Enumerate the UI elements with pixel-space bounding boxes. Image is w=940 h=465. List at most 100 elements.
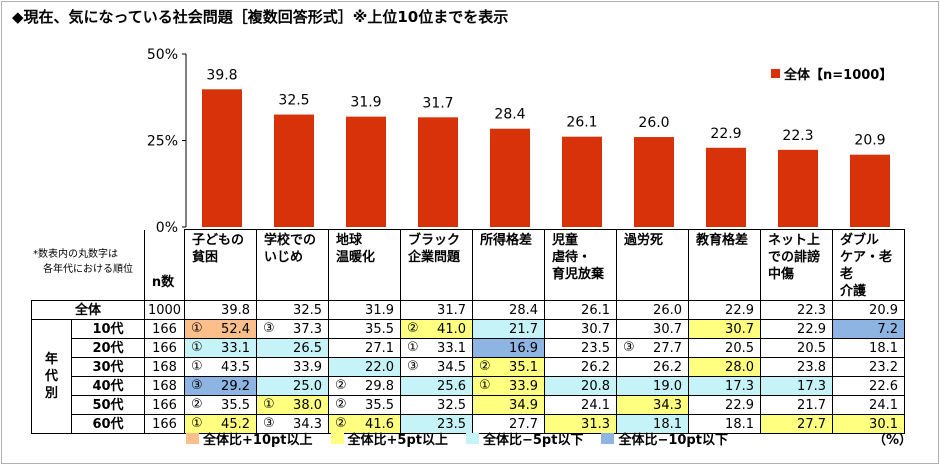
column-header: 過労死 [616, 229, 689, 301]
value-cell: 30.7 [544, 319, 617, 339]
value-cell: 26.1 [544, 300, 617, 320]
color-legend-label: 全体比−10pt以下 [618, 433, 728, 448]
cell-value: 27.7 [797, 416, 826, 432]
cell-value: 25.0 [293, 378, 322, 394]
value-cell: 7.2 [832, 319, 905, 339]
legend-label: 全体【n=1000】 [784, 68, 893, 83]
cell-value: 17.3 [797, 378, 826, 394]
n-value: 168 [144, 357, 185, 377]
value-cell: ② 41.0 [400, 319, 473, 339]
column-header: 学校での いじめ [256, 229, 329, 301]
bar [634, 137, 674, 227]
value-cell: 22.0 [328, 357, 401, 377]
cell-value: 22.6 [869, 378, 898, 394]
value-cell: 31.3 [544, 414, 617, 434]
value-cell: 26.5 [256, 338, 329, 358]
chart-legend: 全体【n=1000】 [771, 64, 892, 83]
color-legend-swatch [186, 433, 199, 444]
unit-label: （%） [873, 433, 913, 448]
value-cell: 39.8 [184, 300, 257, 320]
cell-value: 31.7 [437, 302, 466, 318]
bar [202, 89, 242, 228]
row-label: 60代 [71, 414, 145, 434]
cell-value: 16.9 [509, 340, 538, 356]
bar-value-label: 26.0 [638, 115, 669, 131]
y-tick-label: 50% [147, 47, 178, 63]
y-tick-label: 25% [147, 134, 178, 150]
column-header: 子どもの 貧困 [184, 229, 257, 301]
bar-value-label: 20.9 [854, 133, 885, 149]
value-cell: 31.9 [328, 300, 401, 320]
cell-value: 18.1 [725, 416, 754, 432]
bar [562, 136, 602, 227]
value-cell: ② 35.5 [184, 395, 257, 415]
rank-badge: ① [263, 397, 275, 412]
rank-badge: ② [335, 416, 347, 431]
header-n-cell [144, 229, 185, 301]
cell-value: 38.0 [293, 397, 322, 413]
bar-value-label: 22.9 [710, 126, 741, 142]
value-cell: 30.7 [616, 319, 689, 339]
cell-value: 26.0 [653, 302, 682, 318]
column-header-label: 学校での いじめ [264, 233, 317, 265]
bar [850, 154, 890, 227]
cell-value: 52.4 [221, 321, 250, 337]
value-cell: 20.5 [760, 338, 833, 358]
rank-badge: ① [191, 340, 203, 355]
value-cell: 18.1 [832, 338, 905, 358]
bar-value-label: 39.8 [206, 67, 237, 83]
value-cell: ③ 29.2 [184, 376, 257, 396]
column-header-label: ブラック 企業問題 [408, 233, 461, 265]
bar-value-label: 26.1 [566, 115, 597, 131]
value-cell: 23.5 [400, 414, 473, 434]
value-cell: ① 33.1 [184, 338, 257, 358]
value-cell: 33.9 [256, 357, 329, 377]
cell-value: 23.5 [437, 416, 466, 432]
value-cell: ③ 34.5 [400, 357, 473, 377]
cell-value: 30.7 [653, 321, 682, 337]
column-header: ネット上 での誹謗 中傷 [760, 229, 833, 301]
value-cell: ① 33.9 [472, 376, 545, 396]
value-cell: 22.6 [832, 376, 905, 396]
value-cell: 30.1 [832, 414, 905, 434]
cell-value: 33.9 [293, 359, 322, 375]
cell-value: 29.2 [221, 378, 250, 394]
rank-badge: ② [479, 359, 491, 374]
value-cell: ② 35.5 [328, 395, 401, 415]
cell-value: 18.1 [869, 340, 898, 356]
cell-value: 7.2 [877, 321, 898, 337]
cell-value: 32.5 [437, 397, 466, 413]
column-header-label: 所得格差 [480, 233, 533, 248]
bar-chart: 0% 25% 50% 39.8 32.5 31.9 31.7 28.4 26.1 26.0 22.9… [147, 47, 890, 232]
cell-value: 27.1 [365, 340, 394, 356]
row-label: 50代 [71, 395, 145, 415]
cell-value: 22.9 [725, 302, 754, 318]
n-value: 166 [144, 414, 185, 434]
value-cell: 35.5 [328, 319, 401, 339]
cell-value: 34.9 [509, 397, 538, 413]
cell-value: 33.1 [437, 340, 466, 356]
value-cell: ② 41.6 [328, 414, 401, 434]
color-legend-item: 全体比+10pt以上 [186, 429, 313, 448]
rank-badge: ① [479, 378, 491, 393]
bar [418, 117, 458, 227]
cell-value: 43.5 [221, 359, 250, 375]
rank-badge: ① [407, 340, 419, 355]
rank-badge: ② [191, 397, 203, 412]
n-value: 1000 [144, 300, 185, 320]
cell-value: 35.5 [365, 321, 394, 337]
cell-value: 24.1 [869, 397, 898, 413]
color-legend-label: 全体比+5pt以上 [347, 433, 448, 448]
cell-value: 20.5 [725, 340, 754, 356]
rank-badge: ② [407, 321, 419, 336]
cell-value: 19.0 [653, 378, 682, 394]
column-header-label: 教育格差 [696, 233, 749, 248]
cell-value: 25.6 [437, 378, 466, 394]
bar-value-label: 31.9 [350, 95, 381, 111]
value-cell: ① 33.1 [400, 338, 473, 358]
value-cell: ① 43.5 [184, 357, 257, 377]
value-cell: 21.7 [472, 319, 545, 339]
value-cell: ① 38.0 [256, 395, 329, 415]
cell-value: 26.2 [653, 359, 682, 375]
row-label: 10代 [71, 319, 145, 339]
